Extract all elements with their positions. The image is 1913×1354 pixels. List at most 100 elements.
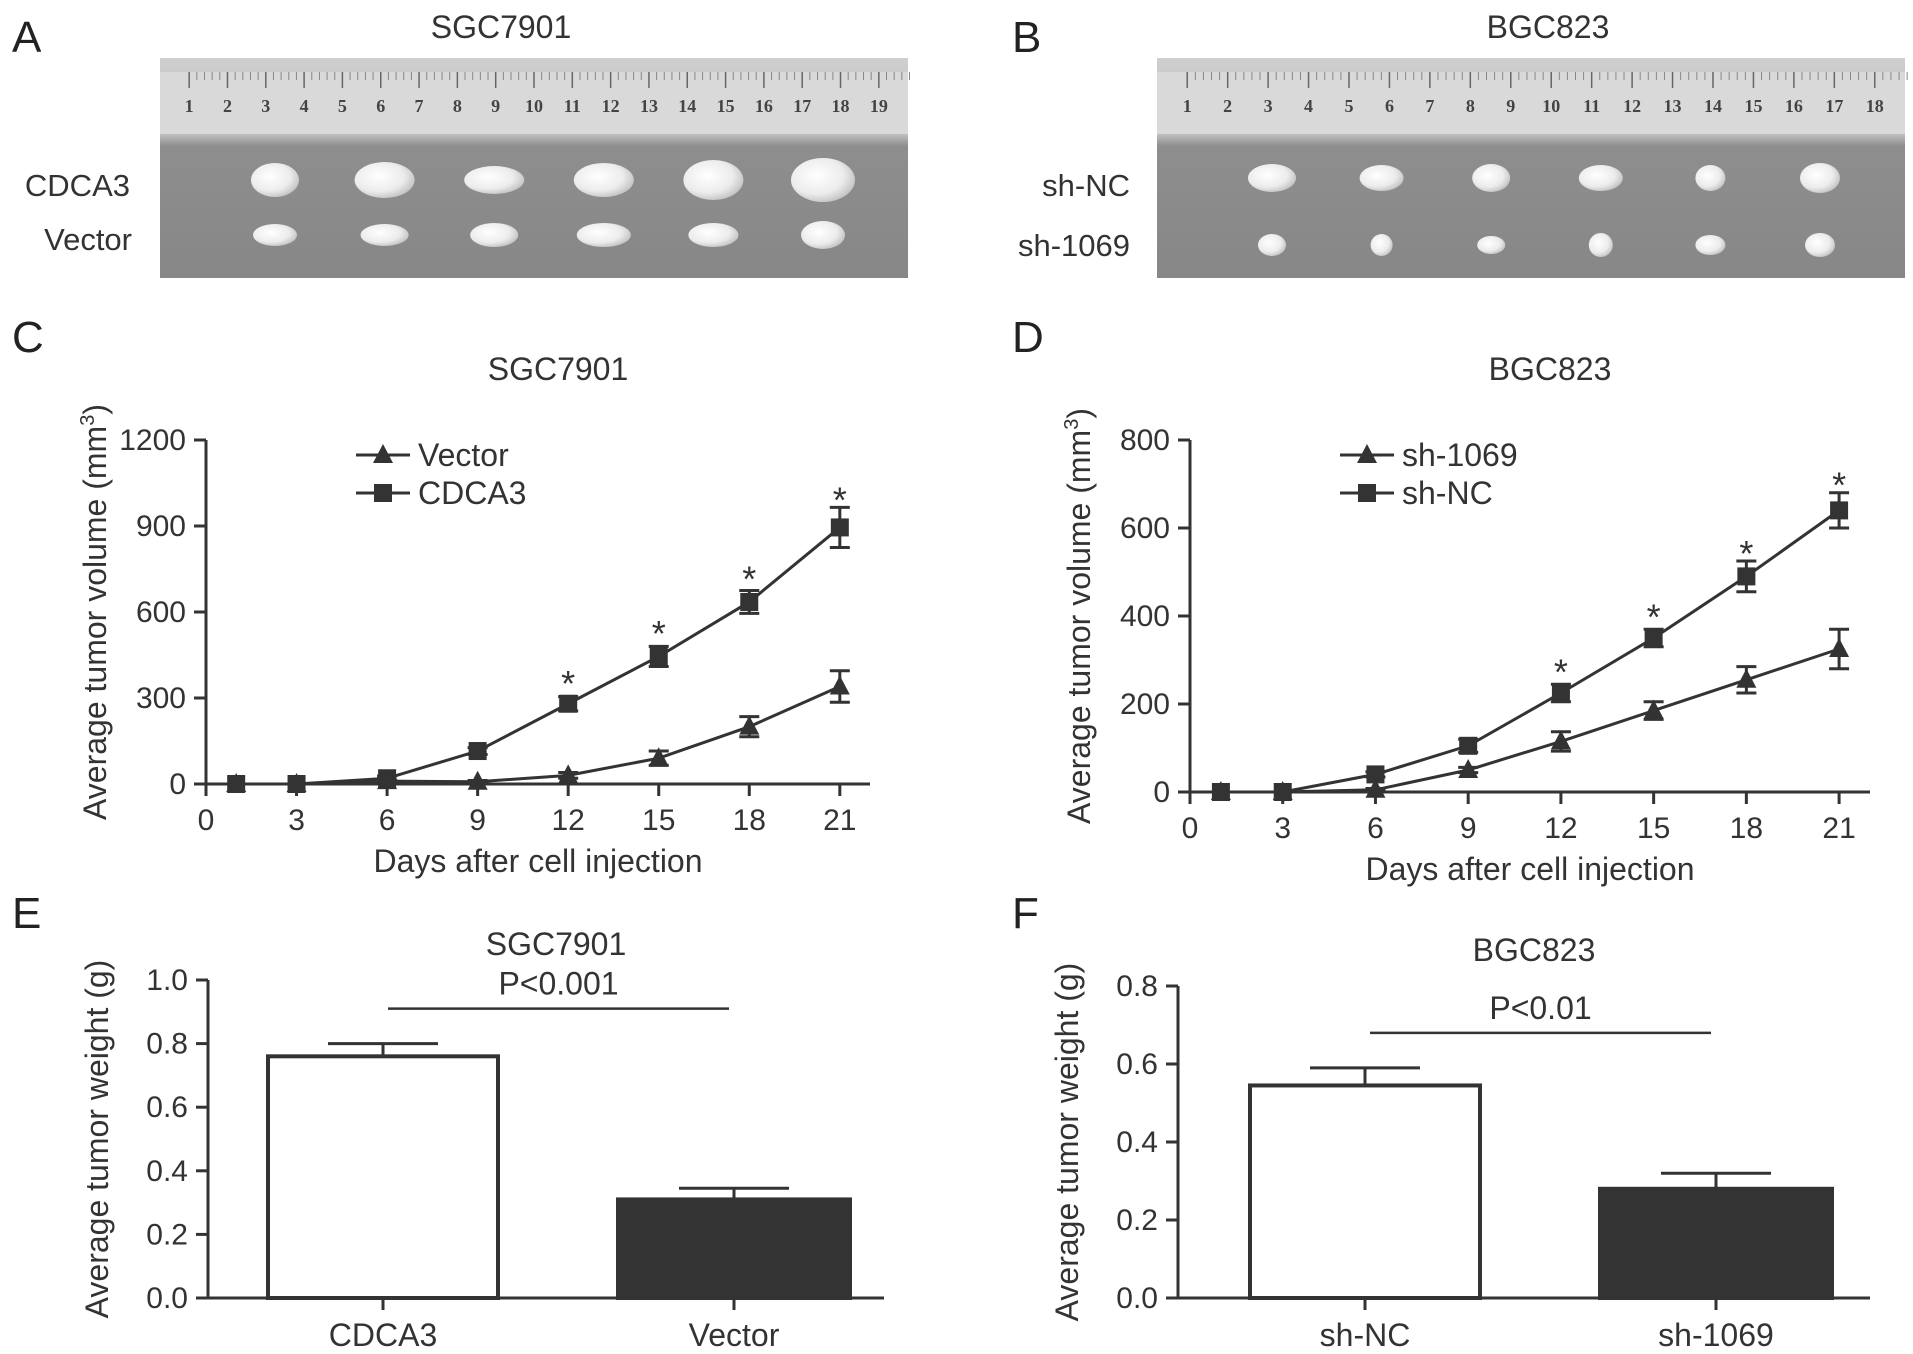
data-point-square [1644,629,1663,647]
ruler-number: 12 [1623,96,1641,116]
x-axis-label: Days after cell injection [373,843,702,879]
ruler-number: 13 [640,96,658,116]
tumor-sample [791,158,855,202]
x-tick-label: 12 [551,804,584,837]
x-axis-label: Days after cell injection [1365,851,1694,887]
ruler-number: 18 [832,96,850,116]
ruler-number: 7 [1425,96,1434,116]
x-tick-label: 9 [469,804,486,837]
y-tick-label: 0.8 [146,1028,188,1061]
ruler-number: 12 [602,96,620,116]
data-point-triangle [1829,638,1850,657]
ruler-number: 3 [1264,96,1273,116]
legend-marker-triangle [373,444,393,463]
panel-letter-d: D [1012,313,1044,362]
y-tick-label: 1200 [119,424,186,457]
data-point-triangle [1643,699,1664,719]
y-tick-label: 0 [1153,776,1170,809]
y-tick-label: 0.6 [1116,1048,1158,1081]
y-axis-label: Average tumor volume (mm3) [77,404,113,820]
chart-title: BGC823 [1489,351,1612,387]
y-axis-label-superscript: 3 [77,415,99,426]
tumor-sample [354,162,415,198]
chart-title: SGC7901 [486,926,627,962]
ruler-number: 5 [1345,96,1354,116]
ruler-number: 18 [1866,96,1884,116]
photo-panel-b: BGC823 1 2 3 4 5 6 7 8 9 10 11 12 13 14 15 16 17 18 sh-NC… [1018,9,1908,278]
x-tick-label: 15 [642,804,675,837]
tumor-sample [1477,236,1506,254]
bar-chart-f: BGC823 0.0 0.2 0.4 0.6 0.8 Average tumor weigh… [1049,932,1870,1353]
x-tick-label: CDCA3 [329,1317,437,1353]
x-tick-label: 3 [1274,812,1291,845]
x-tick-label: 9 [1460,812,1477,845]
tumor-sample [576,223,631,247]
tumor-sample [573,163,634,197]
x-tick-label: 21 [1822,812,1855,845]
photo-title-a: SGC7901 [431,9,572,45]
tumor-sample [464,166,525,194]
y-tick-label: 200 [1120,688,1170,721]
tumor-sample [1472,164,1511,192]
ruler-number: 1 [185,96,194,116]
y-tick-label: 0.4 [146,1155,188,1188]
legend-marker-square [1358,484,1376,502]
data-point-triangle [467,770,488,790]
photo-title-b: BGC823 [1487,9,1610,45]
tumor-sample [1588,233,1613,257]
x-tick-label: 18 [733,804,766,837]
line-chart-c: SGC7901 0 3 6 9 12 15 18 21 0 300 600 900 1200 Days af… [77,351,870,879]
y-tick-label: 600 [1120,512,1170,545]
ruler-number: 1 [1183,96,1192,116]
y-axis-label-text: Average tumor volume (mm [77,426,113,820]
legend-label: Vector [418,437,509,473]
y-tick-label: 600 [136,596,186,629]
data-point-square [1737,567,1756,586]
y-tick-label: 300 [136,682,186,715]
data-point-triangle [648,747,669,767]
x-tick-label: 6 [1367,812,1384,845]
chart-title: SGC7901 [488,351,629,387]
data-point-square [1830,501,1849,520]
ruler-number: 8 [1466,96,1475,116]
tumor-sample [1359,165,1404,191]
data-point-square [649,647,668,666]
series-line-CDCA3 [236,526,841,786]
y-tick-label: 0.0 [146,1282,188,1315]
significance-marker: * [1554,652,1568,693]
y-axis-label-superscript: 3 [1061,419,1083,430]
tumor-sample [1370,234,1393,256]
data-point-triangle [1365,778,1386,798]
x-tick-label: 15 [1637,812,1670,845]
x-tick-label: 12 [1544,812,1577,845]
significance-marker: * [833,479,847,520]
data-point-square [1459,736,1478,755]
ruler-number: 10 [1542,96,1560,116]
ruler-number: 7 [415,96,424,116]
x-tick-label: 6 [379,804,396,837]
data-point-square [1366,765,1385,784]
ruler-number: 9 [491,96,500,116]
y-tick-label: 0 [169,768,186,801]
tumor-sample [251,163,299,197]
panel-letter-b: B [1012,13,1041,62]
significance-marker: * [652,613,666,654]
p-value-label: P<0.001 [498,966,618,1002]
data-point-square [378,769,397,788]
bar-CDCA3 [266,1054,500,1300]
y-axis-label: Average tumor volume (mm3) [1061,408,1097,824]
ruler-number: 15 [1744,96,1762,116]
y-tick-label: 400 [1120,600,1170,633]
ruler-number: 19 [870,96,888,116]
panel-letter-a: A [12,13,42,62]
tumor-sample [1695,235,1726,255]
y-tick-label: 0.2 [1116,1204,1158,1237]
significance-marker: * [1647,597,1661,638]
data-point-triangle [1736,668,1757,688]
panel-letter-f: F [1012,889,1039,938]
x-tick-label: 21 [823,804,856,837]
tumor-sample [360,224,409,246]
data-point-square [287,775,306,793]
significance-marker: * [561,663,575,704]
y-axis-label-close: ) [1061,408,1097,419]
